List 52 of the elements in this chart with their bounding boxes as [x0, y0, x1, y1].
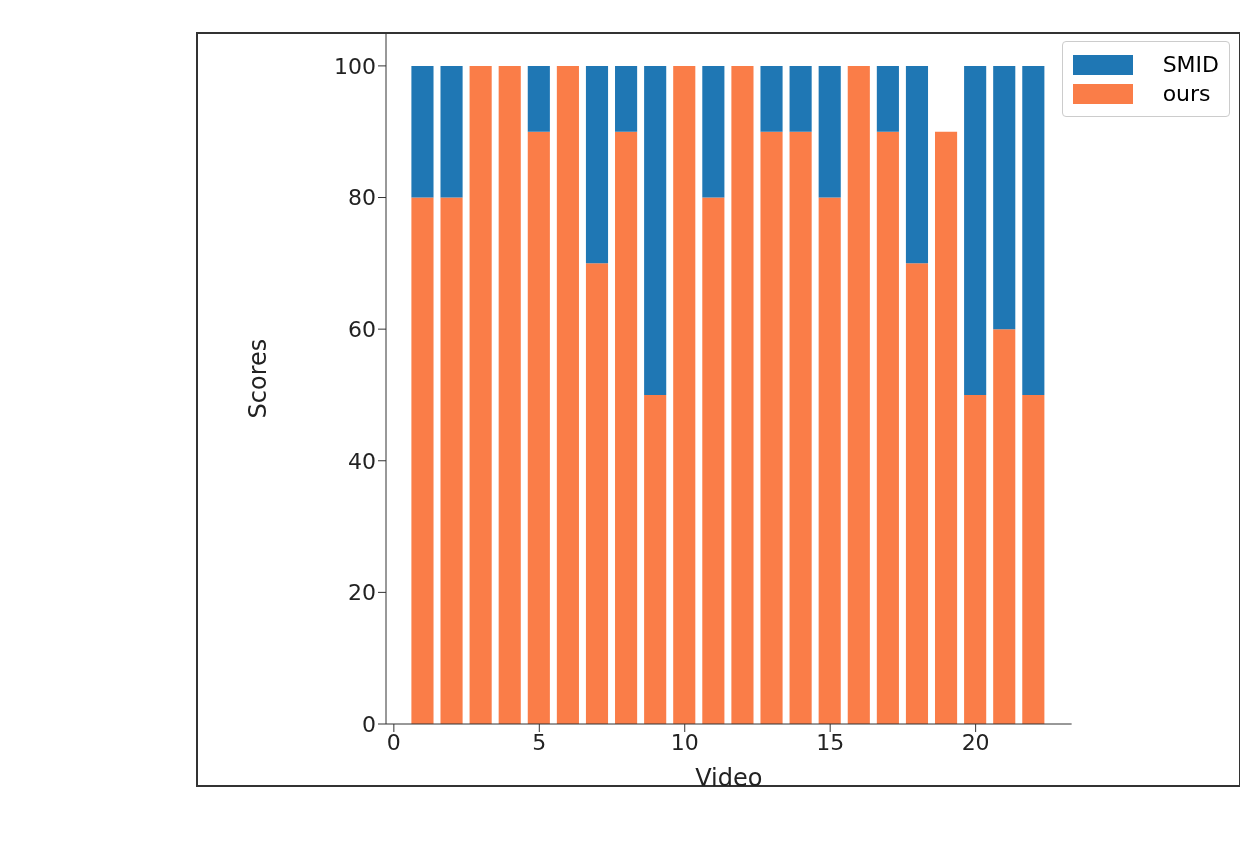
bar [440, 65, 463, 198]
bar [731, 65, 754, 724]
y-tick-label: 100 [334, 53, 376, 79]
bar [905, 263, 929, 724]
bar [964, 65, 987, 395]
bar [527, 131, 550, 724]
x-axis-title: Video [695, 764, 763, 792]
bar [411, 65, 434, 198]
bar [876, 65, 899, 132]
x-tick-label: 5 [532, 729, 547, 755]
y-tick-label: 80 [348, 185, 376, 211]
bar [760, 131, 783, 724]
y-tick-label: 40 [348, 448, 376, 474]
y-tick-label: 20 [348, 580, 376, 606]
bar [556, 65, 579, 724]
bar [585, 263, 609, 724]
bar [585, 65, 609, 264]
bar [818, 197, 841, 724]
y-tick-label: 0 [362, 711, 376, 737]
bar [440, 197, 463, 724]
legend-label: ours [1162, 81, 1211, 106]
y-tick-label: 60 [348, 316, 376, 342]
bar [847, 65, 870, 724]
bar [964, 394, 987, 724]
bar [702, 197, 725, 724]
x-tick-label: 20 [961, 729, 990, 755]
bar [411, 197, 434, 724]
bar [615, 131, 638, 724]
bar [905, 65, 929, 264]
x-tick-label: 0 [386, 729, 401, 755]
bar [1022, 394, 1045, 724]
bar [498, 65, 521, 724]
bar [760, 65, 783, 132]
bar [789, 131, 812, 724]
x-tick-label: 10 [670, 729, 699, 755]
legend-label: SMID [1162, 52, 1219, 77]
y-axis-title: Scores [243, 338, 272, 419]
bar [673, 65, 696, 724]
bar [993, 65, 1016, 330]
bar [876, 131, 899, 724]
bar [993, 329, 1016, 724]
bar [615, 65, 638, 132]
x-tick-label: 15 [816, 729, 845, 755]
bar [644, 65, 667, 395]
bar [527, 65, 550, 132]
bar [789, 65, 812, 132]
bar [702, 65, 725, 198]
bar [469, 65, 492, 724]
bar [1022, 65, 1045, 395]
bar [818, 65, 841, 198]
bar [935, 131, 958, 724]
bar [644, 394, 667, 724]
